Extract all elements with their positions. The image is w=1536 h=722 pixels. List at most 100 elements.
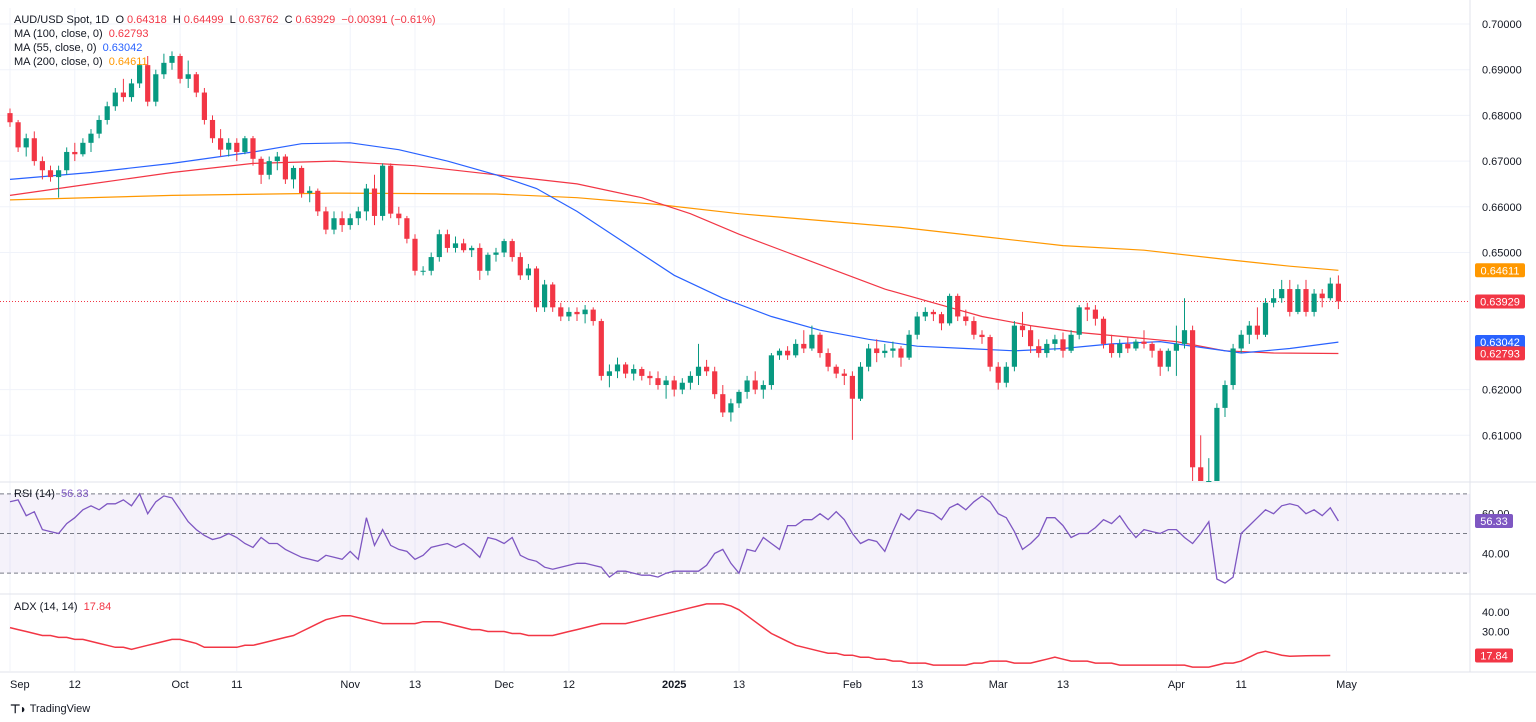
- candle: [331, 211, 337, 235]
- candle-body: [436, 234, 442, 258]
- close-price-tag-text: 0.63929: [1480, 296, 1520, 308]
- candle: [1028, 325, 1034, 354]
- candle: [363, 183, 369, 221]
- candle-body: [201, 92, 207, 120]
- candle: [736, 389, 742, 408]
- tradingview-logo[interactable]: ⊤◗ TradingView: [10, 702, 90, 716]
- candle: [1092, 305, 1098, 326]
- candle: [995, 362, 1001, 390]
- candle-body: [64, 151, 70, 171]
- candle-body: [614, 364, 621, 372]
- candle-body: [274, 156, 280, 162]
- candle-body: [371, 188, 378, 216]
- candle: [793, 339, 799, 358]
- candle-body: [185, 74, 191, 79]
- candle-body: [1036, 346, 1042, 354]
- candle-body: [987, 337, 993, 367]
- candle: [1117, 339, 1123, 358]
- candle: [469, 245, 475, 258]
- ohlc-open: 0.64318: [127, 14, 167, 26]
- candle-body: [15, 122, 21, 148]
- candle: [7, 108, 13, 127]
- price-tick-label: 0.65000: [1482, 247, 1522, 259]
- candle: [671, 375, 677, 397]
- candle: [339, 211, 345, 232]
- candle-body: [623, 364, 629, 374]
- candle-body: [720, 394, 726, 413]
- legend-ma200[interactable]: MA (200, close, 0) 0.64611: [14, 56, 151, 69]
- candle: [947, 293, 953, 326]
- candle: [922, 307, 928, 322]
- candle-body: [444, 234, 450, 248]
- ma200-price-tag-bg: [1475, 263, 1525, 278]
- candle-body: [307, 190, 313, 194]
- candle: [963, 309, 969, 326]
- candle: [31, 131, 37, 166]
- candle-body: [874, 348, 880, 354]
- candle: [801, 330, 807, 354]
- candle: [1084, 302, 1090, 322]
- candle: [128, 78, 135, 102]
- candle: [452, 236, 459, 253]
- candle-body: [1068, 334, 1074, 351]
- candles: [7, 51, 1341, 482]
- candle-body: [1117, 343, 1123, 354]
- candle-body: [890, 348, 896, 351]
- candle: [380, 163, 386, 221]
- candle-body: [193, 74, 199, 93]
- candle: [137, 60, 143, 88]
- candle: [96, 115, 102, 139]
- candle: [533, 266, 540, 312]
- indicators: [0, 492, 1470, 668]
- candle: [104, 101, 110, 125]
- candle-body: [1335, 283, 1341, 302]
- candle: [444, 229, 450, 253]
- time-tick-label: 13: [733, 679, 745, 691]
- candle: [1238, 330, 1244, 354]
- candle: [15, 119, 21, 152]
- candle: [266, 156, 272, 180]
- time-tick-label: May: [1336, 679, 1357, 691]
- legend-adx[interactable]: ADX (14, 14) 17.84: [14, 601, 114, 614]
- candle: [785, 346, 791, 360]
- candle-body: [1254, 325, 1260, 335]
- candle: [914, 311, 920, 340]
- candle: [639, 366, 645, 381]
- candle-body: [801, 343, 807, 349]
- candle: [169, 51, 175, 70]
- ma55-label: MA (55, close, 0): [14, 42, 97, 54]
- candle-body: [1173, 343, 1179, 351]
- legend-symbol: AUD/USD Spot, 1D O 0.64318 H 0.64499 L 0.63…: [14, 14, 439, 27]
- candle: [1019, 311, 1026, 338]
- candle: [590, 307, 596, 326]
- legend-rsi[interactable]: RSI (14) 56.33: [14, 488, 92, 501]
- candle: [752, 371, 758, 395]
- candle-body: [517, 257, 523, 276]
- candle-body: [857, 366, 864, 399]
- candle: [461, 238, 467, 253]
- candle: [201, 87, 207, 125]
- candle-body: [849, 375, 855, 399]
- ma100-price-tag-text: 0.62793: [1480, 348, 1520, 360]
- candle: [647, 371, 653, 386]
- candle-body: [550, 284, 556, 308]
- legend-ma100[interactable]: MA (100, close, 0) 0.62793: [14, 28, 151, 41]
- candle-body: [31, 138, 37, 162]
- candle-body: [23, 138, 29, 148]
- candle-body: [428, 257, 434, 271]
- price-tick-label: 0.66000: [1482, 202, 1522, 214]
- candle: [64, 147, 70, 175]
- legend-ma55[interactable]: MA (55, close, 0) 0.63042: [14, 42, 145, 55]
- close-price-tag: 0.63929: [1475, 294, 1525, 309]
- ma100-label: MA (100, close, 0): [14, 28, 103, 40]
- candle-body: [39, 161, 45, 171]
- candle: [88, 129, 94, 152]
- candle-body: [979, 334, 985, 338]
- candle-body: [1149, 343, 1155, 351]
- candle: [1125, 337, 1131, 354]
- candle: [145, 55, 151, 107]
- candle: [1287, 279, 1293, 317]
- candle: [550, 282, 556, 312]
- candle-body: [161, 62, 167, 75]
